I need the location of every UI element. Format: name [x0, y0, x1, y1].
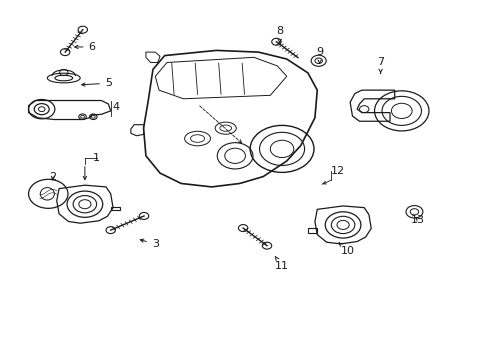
Text: 8: 8: [276, 26, 283, 42]
Text: 5: 5: [81, 78, 112, 88]
Text: 10: 10: [338, 243, 354, 256]
Polygon shape: [143, 50, 317, 187]
Text: 3: 3: [140, 239, 159, 249]
Text: 12: 12: [331, 166, 345, 176]
Text: 13: 13: [410, 215, 425, 225]
Text: 6: 6: [75, 42, 95, 52]
Text: 9: 9: [315, 47, 323, 63]
Text: 11: 11: [274, 256, 288, 271]
Text: 2: 2: [49, 172, 57, 181]
Text: 4: 4: [112, 103, 119, 112]
Text: 7: 7: [376, 58, 384, 73]
Text: 1: 1: [93, 153, 100, 162]
